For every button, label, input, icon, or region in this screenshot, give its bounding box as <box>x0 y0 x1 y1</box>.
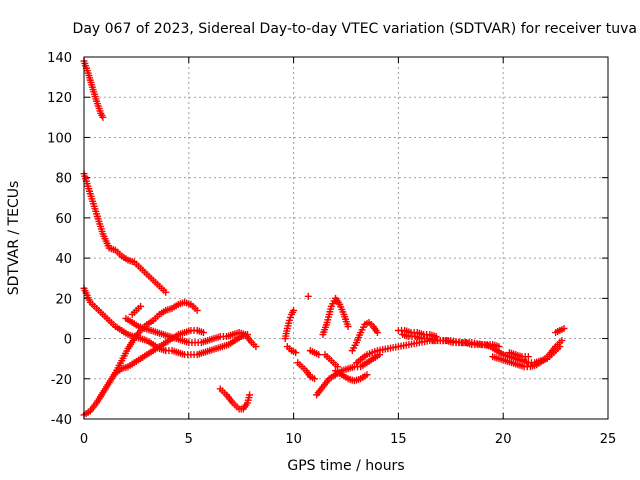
series-arc23 <box>505 349 532 361</box>
x-tick-label: 15 <box>390 432 407 447</box>
grid-lines <box>84 57 608 419</box>
series-arc24 <box>552 325 568 337</box>
series-arc12 <box>304 292 312 300</box>
y-axis-label: SDTVAR / TECUs <box>6 181 22 296</box>
y-tick-label: -40 <box>51 413 72 428</box>
data-point <box>524 353 532 361</box>
series-arc14 <box>313 351 384 399</box>
y-tick-label: 100 <box>47 131 72 146</box>
series-arc7 <box>128 302 145 318</box>
series-arc2 <box>80 170 170 296</box>
series-arc16 <box>321 351 342 371</box>
data-point <box>290 306 298 314</box>
y-tick-label: 0 <box>64 333 72 348</box>
data-point <box>363 371 371 379</box>
plot-frame <box>83 56 609 420</box>
series-arc13 <box>306 347 323 359</box>
series-arc22 <box>489 337 566 371</box>
series-arc17 <box>332 367 371 385</box>
chart-title: Day 067 of 2023, Sidereal Day-to-day VTE… <box>73 21 637 37</box>
y-tick-label: -20 <box>51 373 72 388</box>
data-point <box>137 302 145 310</box>
data-point <box>558 337 566 345</box>
x-tick-label: 25 <box>600 432 617 447</box>
series-arc10 <box>283 343 300 357</box>
y-tick-label: 20 <box>55 292 72 307</box>
data-point <box>560 325 568 332</box>
y-tick-label: 60 <box>55 212 72 227</box>
series-arc1 <box>80 57 107 121</box>
data-point <box>193 306 201 314</box>
series-arc18 <box>348 318 381 355</box>
y-tick-label: 80 <box>55 172 72 187</box>
data-point <box>315 351 323 359</box>
y-tick-label: 140 <box>47 51 72 66</box>
series-arc5 <box>111 327 207 377</box>
data-point <box>344 322 352 330</box>
data-point <box>252 343 260 351</box>
series-arc6 <box>122 314 260 351</box>
data-points <box>80 57 568 419</box>
data-point <box>246 391 254 399</box>
series-arc15 <box>319 294 352 339</box>
data-point <box>292 349 300 357</box>
x-tick-label: 10 <box>285 432 302 447</box>
data-point <box>162 288 170 296</box>
y-tick-label: 120 <box>47 91 72 106</box>
data-point <box>432 333 440 341</box>
data-point <box>99 113 107 121</box>
x-tick-label: 0 <box>80 432 88 447</box>
data-point <box>304 292 312 300</box>
axis-ticks: 0 5 10 15 20 25 -40 -20 0 20 40 60 80 100 120 140 <box>47 51 616 447</box>
x-axis-label: GPS time / hours <box>287 458 404 474</box>
y-tick-label: 40 <box>55 252 72 267</box>
series-arc3 <box>80 284 251 359</box>
series-arc9 <box>281 306 298 343</box>
x-tick-label: 5 <box>185 432 193 447</box>
series-arc11 <box>294 359 319 383</box>
series-arc8 <box>216 385 254 413</box>
data-point <box>311 375 319 383</box>
data-point <box>199 329 207 337</box>
data-point <box>373 329 381 337</box>
x-tick-label: 20 <box>495 432 512 447</box>
